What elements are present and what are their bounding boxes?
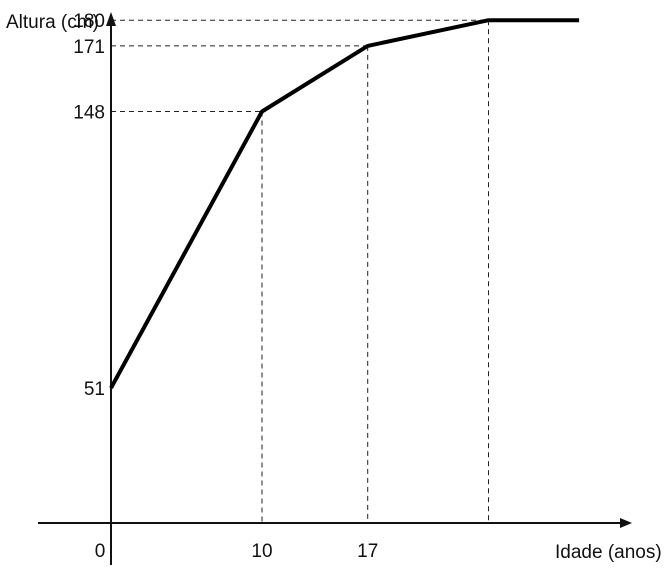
- tick-labels: 51 148 171 180 0 10 17: [73, 11, 378, 562]
- reference-lines: [111, 19, 489, 523]
- y-tick-label: 171: [73, 37, 105, 58]
- y-tick-label: 180: [73, 11, 105, 32]
- x-axis-title: Idade (anos): [555, 542, 662, 563]
- x-tick-label: 17: [357, 541, 378, 562]
- y-axis-title: Altura (cm): [6, 12, 99, 33]
- axes: [38, 12, 632, 565]
- series-group: [109, 18, 580, 389]
- y-axis-arrow: [106, 12, 116, 26]
- x-tick-label: 0: [95, 541, 106, 562]
- x-axis-arrow: [620, 518, 632, 528]
- y-tick-label: 51: [84, 379, 105, 400]
- y-tick-label: 148: [73, 102, 105, 123]
- x-tick-label: 10: [251, 541, 272, 562]
- series-line: [109, 18, 580, 389]
